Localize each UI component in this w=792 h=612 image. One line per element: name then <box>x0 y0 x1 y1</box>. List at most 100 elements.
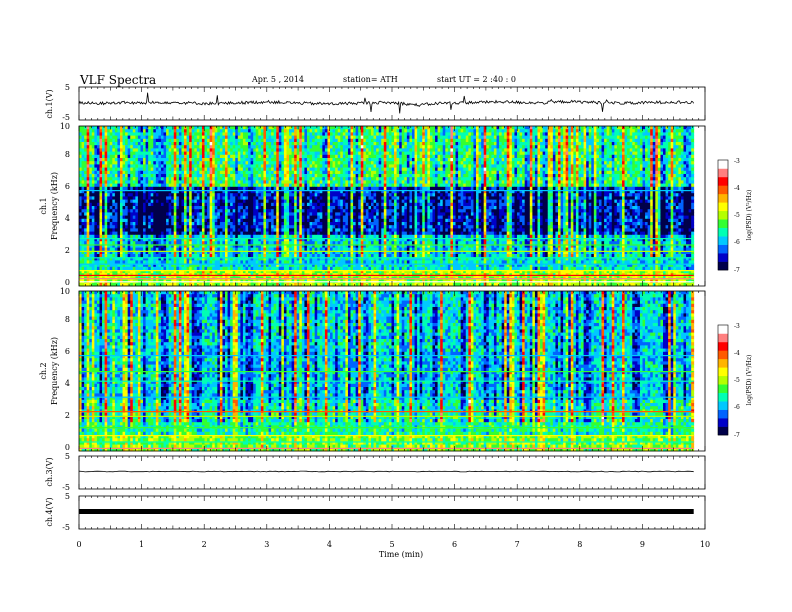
spectrogram-cell <box>243 132 246 136</box>
spectrogram-cell <box>525 129 528 133</box>
spectrogram-cell <box>363 136 366 140</box>
spectrogram-cell <box>117 129 120 133</box>
spectrogram-cell <box>627 132 630 136</box>
spectrogram-cell <box>637 139 640 143</box>
spectrogram-cell <box>376 132 379 136</box>
spectrogram-cell <box>348 142 351 146</box>
spectrogram-cell <box>102 126 105 130</box>
spectrogram-cell <box>468 136 471 140</box>
spectrogram-cell <box>92 139 95 143</box>
spectrogram-cell <box>422 129 425 133</box>
spectrogram-cell <box>643 129 646 133</box>
spectrogram-cell <box>507 126 510 130</box>
spectrogram-cell <box>146 132 149 136</box>
spectrogram-cell <box>169 136 172 140</box>
spectrogram-cell <box>404 139 407 143</box>
spectrogram-cell <box>353 132 356 136</box>
spectrogram-cell <box>99 132 102 136</box>
spectrogram-cell <box>292 129 295 133</box>
spectrogram-cell <box>540 126 543 130</box>
spectrogram-cell <box>94 139 97 143</box>
spectrogram-cell <box>133 142 136 146</box>
spectrogram-cell <box>105 142 108 146</box>
spectrogram-cell <box>443 129 446 133</box>
spectrogram-cell <box>512 132 515 136</box>
spectrogram-cell <box>509 139 512 143</box>
spectrogram-cell <box>153 126 156 130</box>
spectrogram-cell <box>438 139 441 143</box>
spectrogram-cell <box>648 129 651 133</box>
spectrogram-cell <box>448 132 451 136</box>
spectrogram-cell <box>320 129 323 133</box>
spectrogram-cell <box>225 129 228 133</box>
spectrogram-cell <box>338 126 341 130</box>
spectrogram-cell <box>663 139 666 143</box>
spectrogram-cell <box>322 139 325 143</box>
spectrogram-cell <box>625 129 628 133</box>
spectrogram-cell <box>146 139 149 143</box>
spectrogram-cell <box>507 132 510 136</box>
spectrogram-cell <box>409 132 412 136</box>
spectrogram-cell <box>299 136 302 140</box>
spectrogram-cell <box>435 126 438 130</box>
spectrogram-cell <box>420 139 423 143</box>
spectrogram-cell <box>166 142 169 146</box>
spectrogram-cell <box>435 129 438 133</box>
spectrogram-cell <box>530 139 533 143</box>
spectrogram-cell <box>297 142 300 146</box>
spectrogram-cell <box>222 139 225 143</box>
spectrogram-cell <box>143 139 146 143</box>
spectrogram-cell <box>82 126 85 130</box>
spectrogram-cell <box>210 126 213 130</box>
spectrogram-cell <box>294 136 297 140</box>
spectrogram-cell <box>509 129 512 133</box>
spectrogram-cell <box>199 139 202 143</box>
spectrogram-cell <box>368 129 371 133</box>
spectrogram-cell <box>440 136 443 140</box>
spectrogram-cell <box>399 142 402 146</box>
spectrogram-cell <box>220 126 223 130</box>
spectrogram-cell <box>486 139 489 143</box>
spectrogram-cell <box>458 142 461 146</box>
spectrogram-cell <box>356 126 359 130</box>
spectrogram-cell <box>253 139 256 143</box>
start-ut-label: start UT = 2 :40 : 0 <box>437 75 516 84</box>
spectrogram-cell <box>543 132 546 136</box>
spectrogram-cell <box>317 136 320 140</box>
spectrogram-cell <box>215 132 218 136</box>
spectrogram-cell <box>489 142 492 146</box>
spectrogram-cell <box>466 129 469 133</box>
spectrogram-cell <box>245 132 248 136</box>
spectrogram-cell <box>399 136 402 140</box>
spectrogram-cell <box>92 129 95 133</box>
spectrogram-cell <box>340 132 343 136</box>
spectrogram-cell <box>476 139 479 143</box>
spectrogram-cell <box>240 136 243 140</box>
spectrogram-cell <box>335 142 338 146</box>
spectrogram-cell <box>307 139 310 143</box>
spectrogram-cell <box>671 139 674 143</box>
spectrogram-cell <box>525 139 528 143</box>
spectrogram-cell <box>683 129 686 133</box>
spectrogram-cell <box>89 136 92 140</box>
spectrogram-cell <box>407 139 410 143</box>
spectrogram-cell <box>368 126 371 130</box>
spectrogram-cell <box>202 136 205 140</box>
spectrogram-cell <box>384 139 387 143</box>
spectrogram-cell <box>225 139 228 143</box>
spectrogram-cell <box>115 139 118 143</box>
spectrogram-cell <box>174 126 177 130</box>
spectrogram-cell <box>591 126 594 130</box>
spectrogram-cell <box>476 126 479 130</box>
spectrogram-cell <box>125 142 128 146</box>
spectrogram-cell <box>384 129 387 133</box>
spectrogram-cell <box>402 142 405 146</box>
spectrogram-cell <box>632 132 635 136</box>
spectrogram-cell <box>668 136 671 140</box>
spectrogram-cell <box>235 142 238 146</box>
spectrogram-cell <box>683 139 686 143</box>
spectrogram-cell <box>399 129 402 133</box>
spectrogram-cell <box>94 142 97 146</box>
spectrogram-cell <box>576 126 579 130</box>
spectrogram-cell <box>494 142 497 146</box>
